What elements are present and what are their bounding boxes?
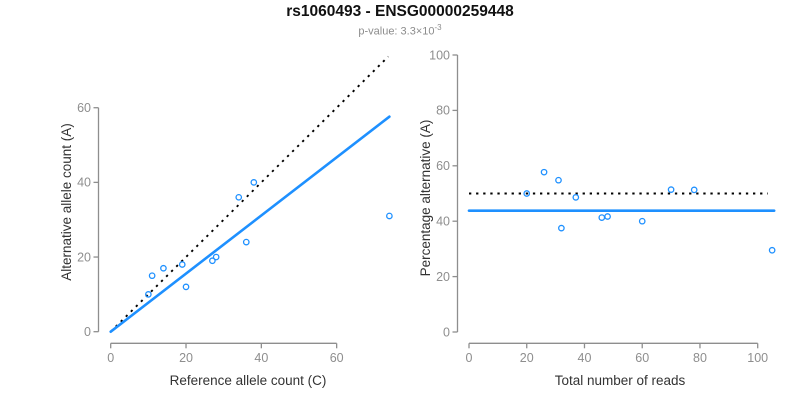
x-tick-label: 40 <box>254 351 268 365</box>
figure-title: rs1060493 - ENSG00000259448 <box>286 3 514 20</box>
data-point <box>638 217 646 225</box>
data-point <box>242 238 250 246</box>
y-tick-label: 60 <box>77 101 91 115</box>
y-tick-label: 40 <box>436 215 450 229</box>
data-point <box>386 212 393 220</box>
right-points <box>523 168 776 254</box>
left-axes: 0 20 40 60 0 20 40 60 <box>77 101 344 365</box>
data-point <box>148 272 156 280</box>
fit-line <box>109 115 391 334</box>
data-point <box>604 213 611 220</box>
p-value-text: p-value: 3.3×10 <box>358 25 435 38</box>
y-tick-label: 20 <box>436 270 450 284</box>
data-point <box>555 176 562 184</box>
y-tick-label: 100 <box>429 48 450 62</box>
data-point <box>250 179 258 186</box>
right-plot: 0 20 40 60 80 100 0 20 40 60 80 100 Total number of… <box>418 48 776 388</box>
data-point <box>178 261 186 268</box>
data-point <box>235 193 243 201</box>
left-y-axis-label: Alternative allele count (A) <box>59 123 74 281</box>
right-x-axis-label: Total number of reads <box>555 373 686 388</box>
data-point <box>182 283 190 291</box>
data-point <box>523 190 531 197</box>
data-point <box>540 168 548 176</box>
x-tick-label: 0 <box>107 351 114 365</box>
data-point <box>690 186 698 194</box>
left-plot: 0 20 40 60 0 20 40 60 Reference allele count (C… <box>59 55 393 388</box>
right-lines <box>467 192 776 212</box>
y-tick-label: 60 <box>436 159 450 173</box>
x-tick-label: 20 <box>520 351 534 365</box>
right-y-axis-label: Percentage alternative (A) <box>418 120 433 277</box>
left-points <box>145 179 393 298</box>
y-tick-label: 80 <box>436 104 450 118</box>
data-point <box>209 257 216 265</box>
left-x-axis-label: Reference allele count (C) <box>170 373 327 388</box>
left-lines <box>109 55 391 334</box>
y-tick-label: 20 <box>77 250 91 264</box>
y-tick-label: 0 <box>84 325 91 339</box>
p-value-subtitle: p-value: 3.3×10-3 <box>0 23 800 38</box>
p-value-exponent: -3 <box>434 23 442 32</box>
x-tick-label: 60 <box>635 351 649 365</box>
x-tick-label: 60 <box>330 351 344 365</box>
y-tick-label: 40 <box>77 176 91 190</box>
data-point <box>667 186 675 193</box>
data-point <box>558 224 565 232</box>
data-point <box>145 291 152 298</box>
x-tick-label: 100 <box>747 351 768 365</box>
x-tick-label: 0 <box>466 351 473 365</box>
data-point <box>572 194 580 201</box>
data-point <box>160 264 167 272</box>
x-tick-label: 80 <box>693 351 707 365</box>
right-axes: 0 20 40 60 80 100 0 20 40 60 80 100 <box>429 48 768 365</box>
x-tick-label: 20 <box>179 351 193 365</box>
data-point <box>598 214 606 221</box>
data-point <box>768 246 776 254</box>
y-tick-label: 0 <box>443 325 450 339</box>
data-point <box>212 253 220 261</box>
x-tick-label: 40 <box>578 351 592 365</box>
identity-line <box>110 55 389 333</box>
